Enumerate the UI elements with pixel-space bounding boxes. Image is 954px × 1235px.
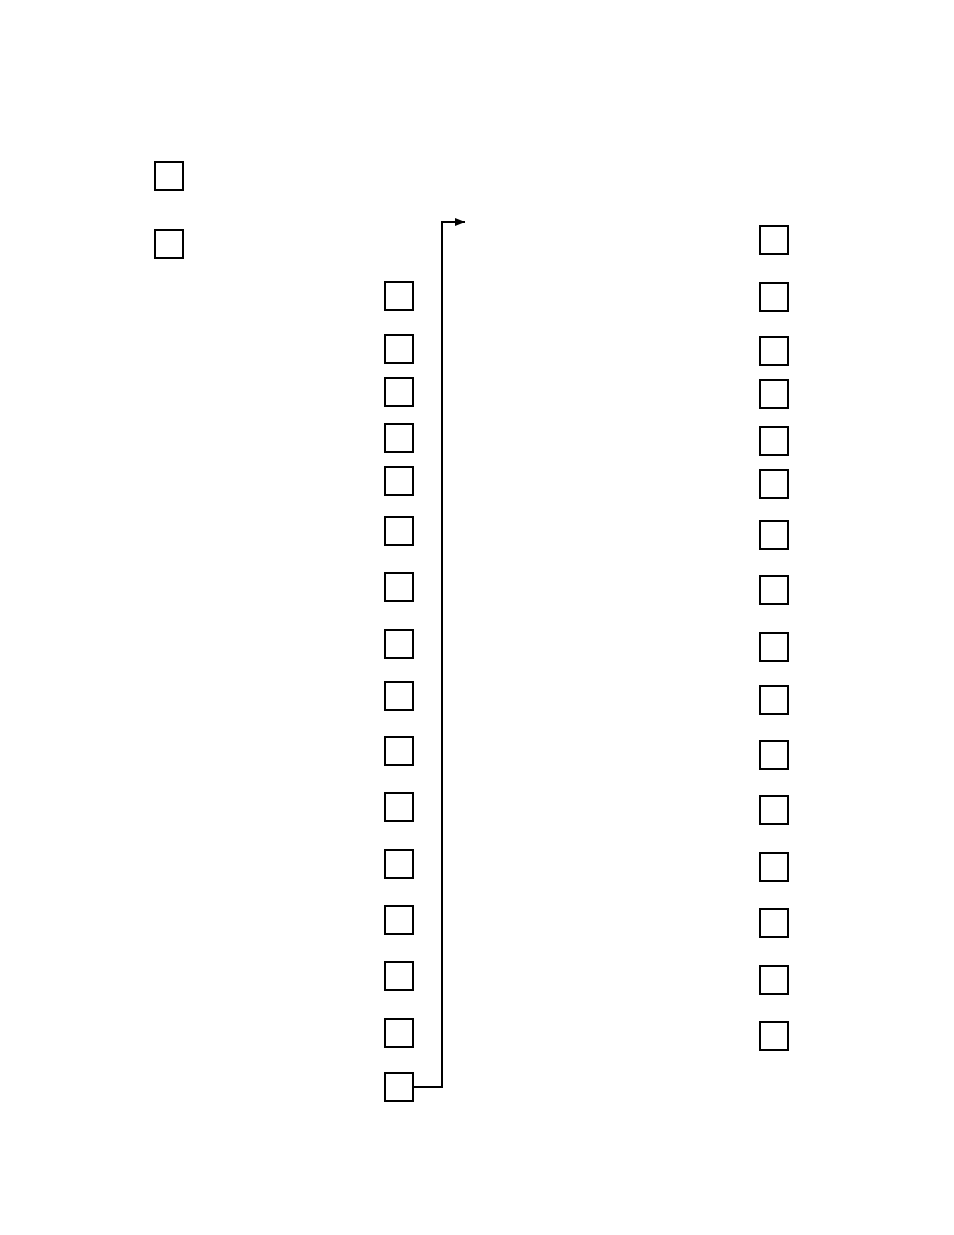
col-b-box-4	[760, 427, 788, 455]
col-a-box-9	[385, 737, 413, 765]
left-box-1	[155, 230, 183, 258]
col-b-box-2	[760, 337, 788, 365]
col-a-box-1	[385, 335, 413, 363]
col-b-box-1	[760, 283, 788, 311]
col-a-box-2	[385, 378, 413, 406]
col-a-box-8	[385, 682, 413, 710]
col-b-box-5	[760, 470, 788, 498]
col-a-box-7	[385, 630, 413, 658]
col-b-box-7	[760, 576, 788, 604]
col-a-box-6	[385, 573, 413, 601]
col-b-box-14	[760, 966, 788, 994]
col-b-box-12	[760, 853, 788, 881]
col-a-box-14	[385, 1019, 413, 1047]
col-a-box-13	[385, 962, 413, 990]
col-b-box-6	[760, 521, 788, 549]
col-a-box-4	[385, 467, 413, 495]
col-b-box-8	[760, 633, 788, 661]
flow-arrow	[414, 222, 465, 1087]
col-a-box-0	[385, 282, 413, 310]
col-b-box-9	[760, 686, 788, 714]
left-box-0	[155, 162, 183, 190]
col-b-box-13	[760, 909, 788, 937]
col-a-box-5	[385, 517, 413, 545]
col-a-box-10	[385, 793, 413, 821]
col-a-box-15	[385, 1073, 413, 1101]
diagram-canvas	[0, 0, 954, 1235]
col-b-box-10	[760, 741, 788, 769]
col-b-box-11	[760, 796, 788, 824]
col-a-box-3	[385, 424, 413, 452]
col-b-box-0	[760, 226, 788, 254]
col-a-box-11	[385, 850, 413, 878]
col-a-box-12	[385, 906, 413, 934]
col-b-box-3	[760, 380, 788, 408]
col-b-box-15	[760, 1022, 788, 1050]
